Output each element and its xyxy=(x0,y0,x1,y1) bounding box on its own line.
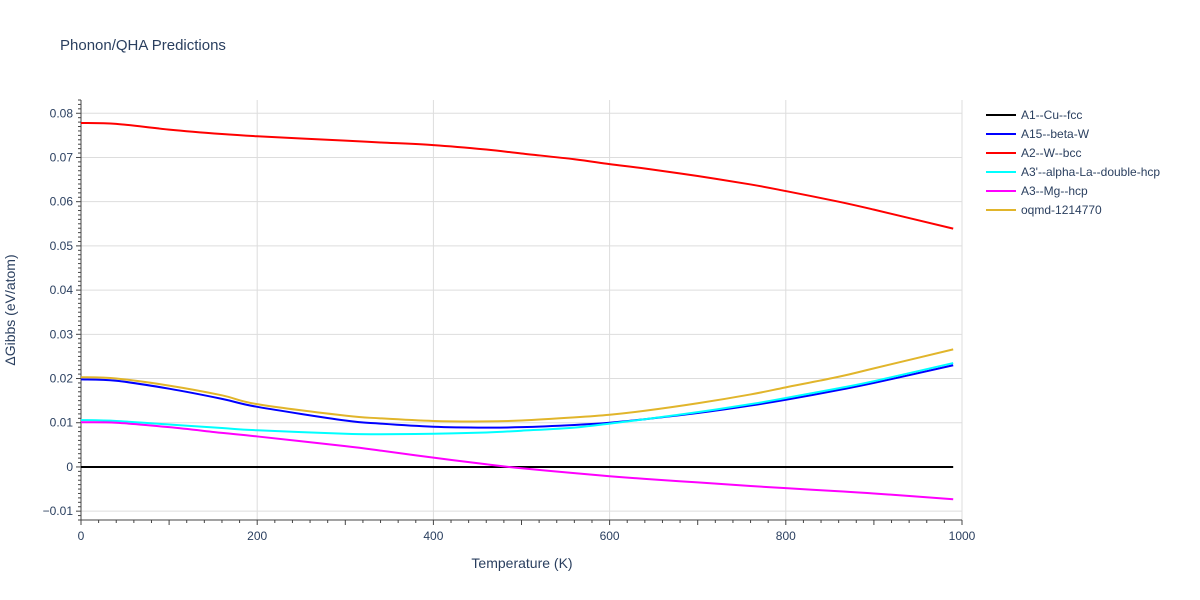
legend-item[interactable]: A1--Cu--fcc xyxy=(986,108,1082,122)
series-line-4[interactable] xyxy=(80,421,954,501)
x-tick-label: 1000 xyxy=(949,529,976,543)
x-axis-title: Temperature (K) xyxy=(471,555,572,571)
series-line-2[interactable] xyxy=(80,121,954,230)
y-tick-label: 0 xyxy=(66,460,73,474)
series-line-5[interactable] xyxy=(80,348,954,423)
y-axis-title: ΔGibbs (eV/atom) xyxy=(2,254,18,365)
grid xyxy=(81,100,963,520)
x-tick-label: 600 xyxy=(600,529,620,543)
series-group xyxy=(80,121,954,501)
chart-title: Phonon/QHA Predictions xyxy=(60,37,226,54)
x-tick-label: 200 xyxy=(247,529,267,543)
y-tick-label: 0.04 xyxy=(50,283,74,297)
legend[interactable]: A1--Cu--fcc A15--beta-W A2--W--bcc A3'--alp… xyxy=(986,108,1160,217)
legend-label: oqmd-1214770 xyxy=(1021,203,1102,217)
legend-label: A3'--alpha-La--double-hcp xyxy=(1021,165,1160,179)
y-tick-label: 0.02 xyxy=(50,372,74,386)
legend-label: A15--beta-W xyxy=(1021,127,1090,141)
y-tick-label: 0.08 xyxy=(50,106,74,120)
legend-item[interactable]: A3'--alpha-La--double-hcp xyxy=(986,165,1160,179)
x-tick-labels: 0 200 400 600 800 1000 xyxy=(78,529,976,543)
x-tick-label: 400 xyxy=(423,529,443,543)
y-tick-label: 0.06 xyxy=(50,195,74,209)
x-tick-label: 0 xyxy=(78,529,85,543)
y-tick-label: 0.03 xyxy=(50,327,74,341)
legend-item[interactable]: A2--W--bcc xyxy=(986,146,1081,160)
legend-label: A2--W--bcc xyxy=(1021,146,1081,160)
legend-item[interactable]: A15--beta-W xyxy=(986,127,1090,141)
x-tick-label: 800 xyxy=(776,529,796,543)
y-tick-label: −0.01 xyxy=(43,504,74,518)
axes xyxy=(76,99,963,525)
series-line-3[interactable] xyxy=(80,362,954,436)
y-tick-labels: −0.01 0 0.01 0.02 0.03 0.04 0.05 0.06 0.07 0.08 xyxy=(43,106,74,518)
legend-label: A3--Mg--hcp xyxy=(1021,184,1088,198)
series-line-1[interactable] xyxy=(80,364,954,429)
legend-item[interactable]: A3--Mg--hcp xyxy=(986,184,1088,198)
y-tick-label: 0.01 xyxy=(50,416,74,430)
legend-label: A1--Cu--fcc xyxy=(1021,108,1082,122)
y-tick-label: 0.05 xyxy=(50,239,74,253)
y-tick-label: 0.07 xyxy=(50,150,74,164)
legend-item[interactable]: oqmd-1214770 xyxy=(986,203,1102,217)
